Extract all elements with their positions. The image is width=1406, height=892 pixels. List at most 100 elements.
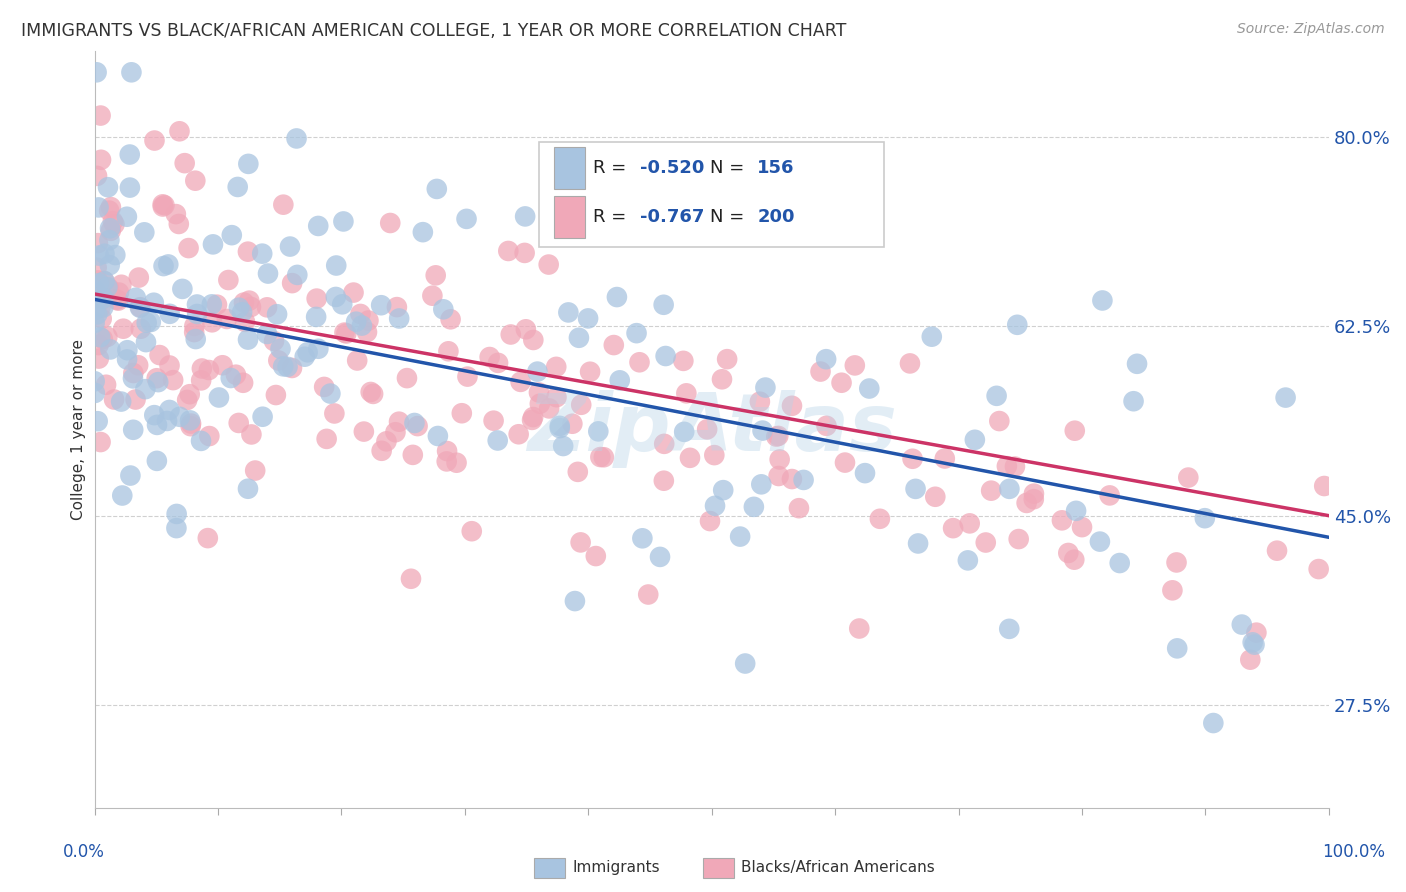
Point bbox=[768, 429, 790, 443]
Point bbox=[281, 276, 304, 290]
Point bbox=[120, 468, 142, 483]
Point bbox=[589, 450, 612, 464]
Point bbox=[157, 257, 180, 271]
Point bbox=[652, 298, 675, 312]
Point bbox=[87, 338, 110, 352]
Point bbox=[685, 167, 707, 181]
Point bbox=[1177, 470, 1199, 484]
Point bbox=[98, 221, 121, 235]
Point bbox=[205, 298, 228, 312]
Point bbox=[159, 359, 181, 373]
Point bbox=[1313, 479, 1336, 493]
Point bbox=[998, 622, 1021, 636]
Point bbox=[515, 322, 537, 336]
Point bbox=[186, 307, 208, 321]
Point bbox=[128, 270, 150, 285]
Text: R =: R = bbox=[593, 159, 633, 177]
Point bbox=[100, 224, 122, 238]
Point bbox=[118, 147, 141, 161]
Point bbox=[117, 343, 139, 358]
Point bbox=[236, 244, 259, 259]
Point bbox=[921, 329, 943, 343]
Point bbox=[240, 300, 263, 314]
Point bbox=[139, 315, 162, 329]
Point bbox=[110, 394, 132, 409]
Point bbox=[198, 363, 221, 377]
Point bbox=[848, 622, 870, 636]
Point bbox=[297, 345, 319, 359]
Point bbox=[569, 398, 592, 412]
Point bbox=[703, 448, 725, 462]
Point bbox=[1057, 546, 1080, 560]
Point bbox=[399, 572, 422, 586]
Point bbox=[765, 429, 787, 443]
Point bbox=[169, 409, 191, 424]
Point bbox=[103, 392, 125, 407]
Point bbox=[1308, 562, 1330, 576]
Point bbox=[402, 448, 425, 462]
Point bbox=[557, 305, 579, 319]
Point bbox=[201, 315, 224, 329]
Point bbox=[546, 390, 568, 404]
Text: Source: ZipAtlas.com: Source: ZipAtlas.com bbox=[1237, 22, 1385, 37]
Point bbox=[94, 377, 117, 392]
Point bbox=[184, 332, 207, 346]
Point bbox=[548, 418, 571, 433]
Point bbox=[319, 386, 342, 401]
Point bbox=[538, 401, 561, 416]
Point bbox=[191, 361, 214, 376]
Point bbox=[1241, 635, 1264, 649]
Point bbox=[240, 427, 263, 442]
Point bbox=[232, 376, 254, 390]
Point bbox=[370, 298, 392, 312]
Point bbox=[959, 516, 981, 531]
Point bbox=[201, 237, 224, 252]
Point bbox=[1246, 625, 1268, 640]
Point bbox=[84, 303, 107, 318]
Point bbox=[787, 501, 810, 516]
Point bbox=[145, 371, 167, 385]
FancyBboxPatch shape bbox=[554, 147, 585, 189]
Point bbox=[122, 423, 145, 437]
Point bbox=[404, 416, 426, 430]
Point bbox=[266, 307, 288, 321]
Point bbox=[1064, 504, 1087, 518]
Point bbox=[179, 413, 201, 427]
Point bbox=[105, 293, 128, 307]
Text: R =: R = bbox=[593, 208, 633, 227]
Point bbox=[385, 300, 408, 314]
Point bbox=[520, 413, 543, 427]
Point bbox=[526, 365, 548, 379]
Point bbox=[314, 380, 336, 394]
Point bbox=[186, 297, 208, 311]
Point bbox=[626, 326, 648, 340]
Point bbox=[156, 414, 179, 428]
Point bbox=[654, 349, 676, 363]
Point bbox=[332, 214, 354, 228]
Point bbox=[83, 386, 105, 401]
Point bbox=[257, 267, 280, 281]
Point bbox=[673, 425, 696, 439]
Point bbox=[97, 281, 120, 295]
Point bbox=[631, 531, 654, 545]
Point bbox=[898, 356, 921, 370]
Point bbox=[91, 332, 114, 346]
Point bbox=[152, 200, 174, 214]
Point bbox=[998, 482, 1021, 496]
Point bbox=[1239, 653, 1261, 667]
Point bbox=[127, 358, 149, 372]
Point bbox=[711, 372, 734, 386]
Point bbox=[169, 124, 191, 138]
Point bbox=[93, 274, 115, 288]
Point bbox=[553, 439, 575, 453]
Point bbox=[83, 316, 105, 330]
Point bbox=[83, 283, 105, 297]
Point bbox=[1004, 459, 1026, 474]
Point bbox=[349, 307, 371, 321]
Point bbox=[793, 473, 815, 487]
Point bbox=[152, 197, 174, 211]
Point bbox=[93, 274, 115, 288]
Point bbox=[1015, 496, 1038, 510]
Point bbox=[208, 391, 231, 405]
Point bbox=[672, 354, 695, 368]
